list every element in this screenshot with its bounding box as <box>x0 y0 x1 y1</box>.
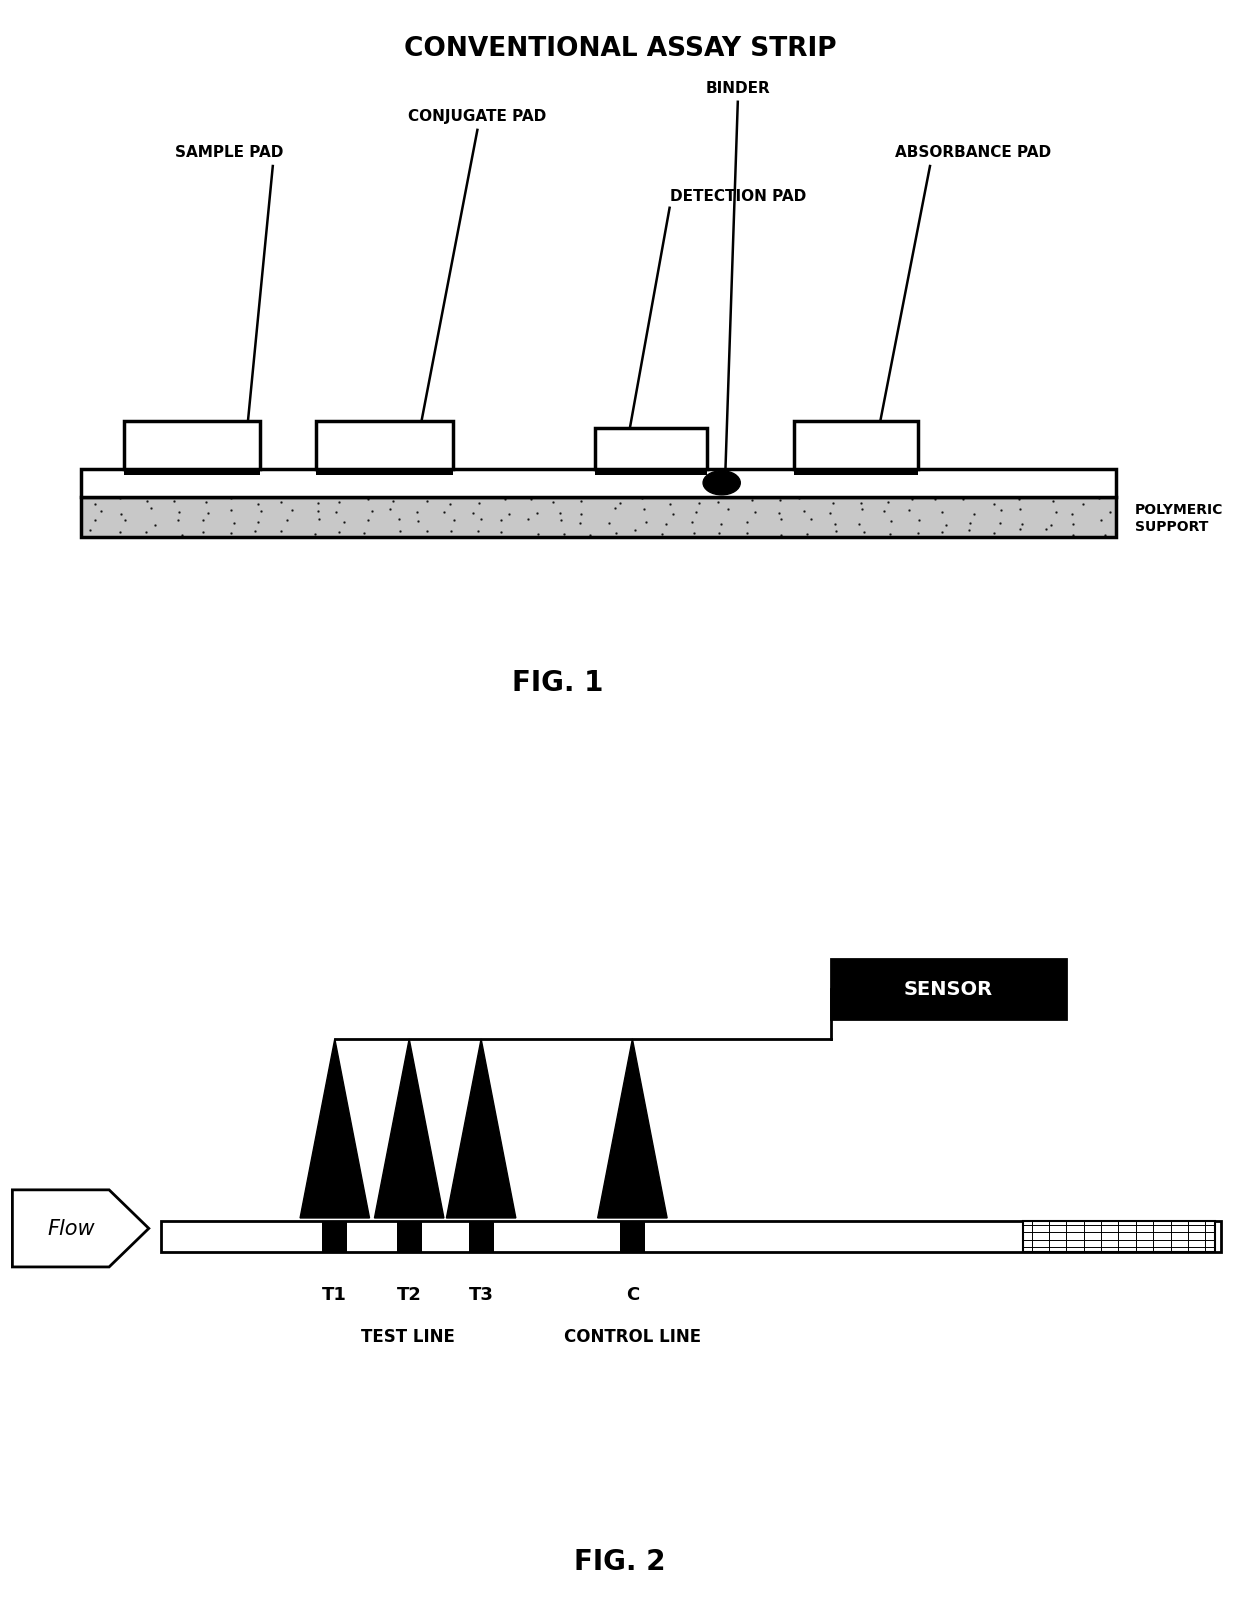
Bar <box>620 1221 645 1252</box>
Text: BINDER: BINDER <box>706 80 770 96</box>
Bar <box>397 1221 422 1252</box>
Text: CONTROL LINE: CONTROL LINE <box>564 1327 701 1345</box>
Bar <box>1023 1221 1215 1252</box>
Text: CONJUGATE PAD: CONJUGATE PAD <box>408 109 547 124</box>
Text: T2: T2 <box>397 1286 422 1303</box>
Text: DETECTION PAD: DETECTION PAD <box>670 189 806 204</box>
Text: ABSORBANCE PAD: ABSORBANCE PAD <box>895 144 1052 160</box>
Polygon shape <box>446 1040 516 1218</box>
Bar <box>161 1221 1221 1252</box>
Bar <box>124 421 260 469</box>
Bar <box>316 421 453 469</box>
Bar <box>81 469 1116 498</box>
Bar <box>595 469 707 475</box>
Circle shape <box>703 472 740 496</box>
Text: FIG. 2: FIG. 2 <box>574 1547 666 1575</box>
Text: Flow: Flow <box>47 1218 95 1239</box>
Text: FIG. 1: FIG. 1 <box>512 668 604 697</box>
Bar <box>81 498 1116 538</box>
Polygon shape <box>374 1040 444 1218</box>
Text: TEST LINE: TEST LINE <box>361 1327 455 1345</box>
Bar <box>595 429 707 469</box>
Bar <box>831 958 1066 1019</box>
Text: T1: T1 <box>322 1286 347 1303</box>
Text: SENSOR: SENSOR <box>904 979 993 998</box>
Bar <box>794 469 918 475</box>
Bar <box>794 421 918 469</box>
Text: T3: T3 <box>469 1286 494 1303</box>
Bar <box>322 1221 347 1252</box>
Polygon shape <box>598 1040 667 1218</box>
Polygon shape <box>12 1191 149 1266</box>
Bar <box>469 1221 494 1252</box>
Polygon shape <box>300 1040 370 1218</box>
Text: POLYMERIC
SUPPORT: POLYMERIC SUPPORT <box>1135 502 1223 534</box>
Bar <box>124 469 260 475</box>
Text: CONVENTIONAL ASSAY STRIP: CONVENTIONAL ASSAY STRIP <box>404 35 836 63</box>
Bar <box>316 469 453 475</box>
Text: SAMPLE PAD: SAMPLE PAD <box>175 144 284 160</box>
Text: C: C <box>626 1286 639 1303</box>
